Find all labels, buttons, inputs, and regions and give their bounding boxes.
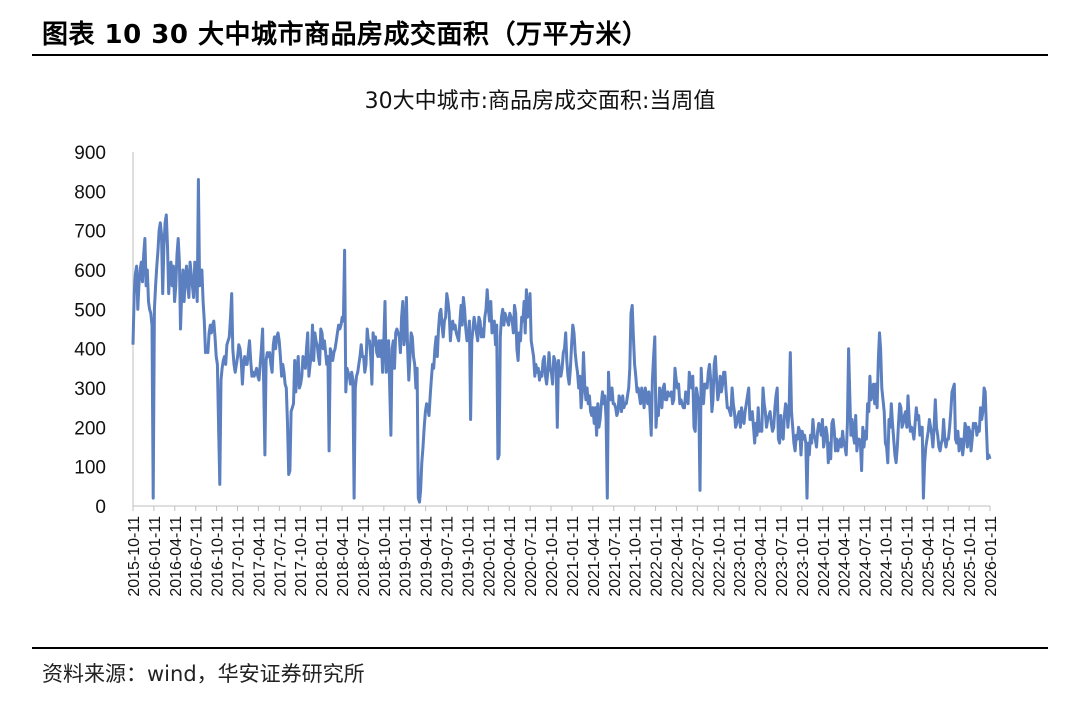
x-tick-label: 2021-01-11 xyxy=(565,516,582,597)
x-tick-label: 2017-01-11 xyxy=(231,516,248,597)
y-tick-label: 200 xyxy=(74,418,106,439)
y-tick-label: 300 xyxy=(74,379,106,400)
x-tick-label: 2022-07-11 xyxy=(690,516,707,597)
x-tick-label: 2022-04-11 xyxy=(669,516,686,597)
y-tick-label: 500 xyxy=(74,300,106,321)
x-tick-label: 2023-01-11 xyxy=(732,516,749,597)
x-tick-label: 2023-04-11 xyxy=(753,516,770,597)
y-tick-label: 800 xyxy=(74,182,106,203)
y-tick-label: 600 xyxy=(74,261,106,282)
x-tick-label: 2025-01-11 xyxy=(899,516,916,597)
x-tick-label: 2024-07-11 xyxy=(858,516,875,597)
x-tick-label: 2016-04-11 xyxy=(168,516,185,597)
x-tick-label: 2021-04-11 xyxy=(586,516,603,597)
top-rule xyxy=(32,54,1048,56)
x-tick-label: 2023-07-11 xyxy=(774,516,791,597)
y-tick-label: 900 xyxy=(74,143,106,164)
y-tick-label: 100 xyxy=(74,458,106,479)
x-tick-label: 2020-04-11 xyxy=(502,516,519,597)
x-tick-label: 2025-04-11 xyxy=(920,516,937,597)
y-tick-label: 700 xyxy=(74,222,106,243)
x-tick-label: 2020-07-11 xyxy=(523,516,540,597)
x-tick-label: 2021-10-11 xyxy=(628,516,645,597)
x-tick-label: 2020-01-11 xyxy=(481,516,498,597)
x-tick-label: 2019-10-11 xyxy=(460,516,477,597)
x-tick-label: 2022-01-11 xyxy=(649,516,666,597)
y-tick-label: 400 xyxy=(74,340,106,361)
x-tick-label: 2018-07-11 xyxy=(356,516,373,597)
x-tick-label: 2019-07-11 xyxy=(440,516,457,597)
x-tick-label: 2026-01-11 xyxy=(983,516,1000,597)
x-tick-label: 2024-04-11 xyxy=(837,516,854,597)
x-tick-label: 2018-01-11 xyxy=(314,516,331,597)
x-tick-label: 2015-10-11 xyxy=(126,516,143,597)
x-tick-label: 2016-10-11 xyxy=(210,516,227,597)
chart-title: 30大中城市:商品房成交面积:当周值 xyxy=(365,89,716,114)
x-tick-label: 2018-10-11 xyxy=(377,516,394,597)
x-tick-label: 2018-04-11 xyxy=(335,516,352,597)
x-tick-label: 2024-01-11 xyxy=(816,516,833,597)
series-line xyxy=(131,178,992,504)
x-tick-label: 2022-10-11 xyxy=(711,516,728,597)
x-tick-label: 2021-07-11 xyxy=(607,516,624,597)
bottom-rule xyxy=(32,647,1048,649)
y-axis-ticks: 0 100 200 300 400 500 600 700 800 900 xyxy=(74,143,106,518)
source-note: 资料来源：wind，华安证券研究所 xyxy=(42,662,365,686)
x-tick-label: 2019-01-11 xyxy=(398,516,415,597)
x-tick-label: 2023-10-11 xyxy=(795,516,812,597)
x-tick-label: 2017-07-11 xyxy=(272,516,289,597)
x-tick-label: 2020-10-11 xyxy=(544,516,561,597)
x-axis-ticks: 2015-10-11 2016-01-11 2016-04-11 2016-07-11… xyxy=(126,506,1000,597)
x-tick-label: 2017-04-11 xyxy=(251,516,268,597)
x-tick-label: 2016-07-11 xyxy=(189,516,206,597)
x-tick-label: 2019-04-11 xyxy=(419,516,436,597)
x-tick-label: 2016-01-11 xyxy=(147,516,164,597)
x-tick-label: 2024-10-11 xyxy=(878,516,895,597)
x-tick-label: 2025-10-11 xyxy=(962,516,979,597)
y-tick-label: 0 xyxy=(95,497,106,518)
x-tick-label: 2017-10-11 xyxy=(293,516,310,597)
figure-title: 图表 10 30 大中城市商品房成交面积（万平方米） xyxy=(42,20,649,50)
x-tick-label: 2025-07-11 xyxy=(941,516,958,597)
